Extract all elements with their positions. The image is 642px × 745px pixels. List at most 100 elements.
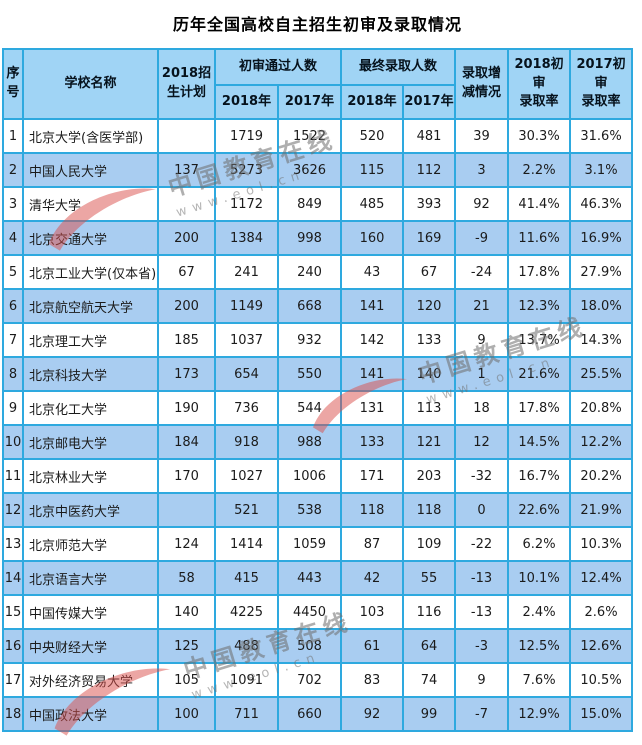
cell-change: -13 [456,562,510,596]
cell-plan-2018: 200 [159,222,216,256]
cell-seq: 9 [4,392,24,426]
cell-initial-rate-2018: 41.4% [509,188,572,222]
page-title: 历年全国高校自主招生初审及录取情况 [172,15,462,34]
cell-seq: 10 [4,426,24,460]
cell-initial-rate-2017: 10.5% [571,664,634,698]
cell-final-admit-2017: 481 [404,120,457,154]
cell-plan-2018: 140 [159,596,216,630]
cell-seq: 6 [4,290,24,324]
cell-change: 1 [456,358,510,392]
cell-initial-rate-2018: 2.2% [509,154,572,188]
cell-initial-pass-2017: 932 [279,324,343,358]
header-rate-2018: 2018初审 录取率 [509,50,572,120]
cell-initial-rate-2018: 6.2% [509,528,572,562]
cell-change: -9 [456,222,510,256]
cell-final-admit-2018: 141 [342,358,405,392]
cell-plan-2018: 67 [159,256,216,290]
cell-initial-pass-2017: 998 [279,222,343,256]
cell-seq: 15 [4,596,24,630]
cell-initial-rate-2018: 12.3% [509,290,572,324]
cell-initial-pass-2018: 5273 [216,154,279,188]
cell-initial-rate-2017: 12.2% [571,426,634,460]
cell-initial-pass-2017: 1522 [279,120,343,154]
cell-plan-2018: 137 [159,154,216,188]
header-initial-2018: 2018年 [216,86,279,120]
cell-final-admit-2018: 171 [342,460,405,494]
cell-initial-pass-2018: 241 [216,256,279,290]
table-row: 15 中国传媒大学 140 4225 4450 103 116 -13 2.4%… [4,596,634,630]
cell-seq: 14 [4,562,24,596]
cell-initial-rate-2017: 14.3% [571,324,634,358]
cell-final-admit-2018: 42 [342,562,405,596]
table-row: 16 中央财经大学 125 488 508 61 64 -3 12.5% 12.… [4,630,634,664]
cell-initial-pass-2018: 1027 [216,460,279,494]
cell-change: 18 [456,392,510,426]
cell-school-name: 北京中医药大学 [24,494,159,528]
cell-final-admit-2017: 203 [404,460,457,494]
cell-final-admit-2018: 92 [342,698,405,732]
cell-change: -24 [456,256,510,290]
cell-initial-pass-2018: 711 [216,698,279,732]
cell-plan-2018: 200 [159,290,216,324]
table-row: 18 中国政法大学 100 711 660 92 99 -7 12.9% 15.… [4,698,634,732]
cell-seq: 16 [4,630,24,664]
cell-change: 21 [456,290,510,324]
table-row: 4 北京交通大学 200 1384 998 160 169 -9 11.6% 1… [4,222,634,256]
cell-initial-rate-2018: 2.4% [509,596,572,630]
cell-final-admit-2018: 520 [342,120,405,154]
cell-initial-pass-2017: 508 [279,630,343,664]
cell-initial-rate-2018: 7.6% [509,664,572,698]
table-row: 17 对外经济贸易大学 105 1091 702 83 74 9 7.6% 10… [4,664,634,698]
cell-change: 3 [456,154,510,188]
cell-final-admit-2017: 120 [404,290,457,324]
cell-seq: 11 [4,460,24,494]
cell-initial-pass-2017: 538 [279,494,343,528]
cell-school-name: 清华大学 [24,188,159,222]
cell-seq: 2 [4,154,24,188]
cell-change: 9 [456,324,510,358]
cell-initial-pass-2017: 849 [279,188,343,222]
cell-school-name: 北京师范大学 [24,528,159,562]
cell-change: 9 [456,664,510,698]
header-final-admit-group: 最终录取人数 [342,50,457,86]
cell-school-name: 北京大学(含医学部) [24,120,159,154]
cell-initial-pass-2017: 1006 [279,460,343,494]
cell-seq: 18 [4,698,24,732]
cell-final-admit-2017: 121 [404,426,457,460]
cell-initial-pass-2018: 1172 [216,188,279,222]
table-row: 2 中国人民大学 137 5273 3626 115 112 3 2.2% 3.… [4,154,634,188]
cell-final-admit-2017: 67 [404,256,457,290]
table-row: 13 北京师范大学 124 1414 1059 87 109 -22 6.2% … [4,528,634,562]
cell-final-admit-2018: 103 [342,596,405,630]
table-body: 1 北京大学(含医学部) 1719 1522 520 481 39 30.3% … [4,120,634,732]
cell-seq: 17 [4,664,24,698]
cell-school-name: 北京语言大学 [24,562,159,596]
cell-plan-2018: 58 [159,562,216,596]
cell-initial-pass-2018: 1149 [216,290,279,324]
table-row: 5 北京工业大学(仅本省) 67 241 240 43 67 -24 17.8%… [4,256,634,290]
cell-plan-2018: 124 [159,528,216,562]
cell-initial-pass-2018: 415 [216,562,279,596]
cell-school-name: 中央财经大学 [24,630,159,664]
cell-initial-rate-2018: 21.6% [509,358,572,392]
cell-plan-2018 [159,120,216,154]
cell-final-admit-2017: 112 [404,154,457,188]
cell-final-admit-2018: 133 [342,426,405,460]
cell-school-name: 中国人民大学 [24,154,159,188]
cell-initial-pass-2018: 1037 [216,324,279,358]
cell-final-admit-2017: 169 [404,222,457,256]
cell-initial-rate-2017: 20.8% [571,392,634,426]
table-row: 3 清华大学 1172 849 485 393 92 41.4% 46.3% [4,188,634,222]
cell-change: -3 [456,630,510,664]
cell-plan-2018: 170 [159,460,216,494]
cell-initial-rate-2018: 12.5% [509,630,572,664]
table-row: 10 北京邮电大学 184 918 988 133 121 12 14.5% 1… [4,426,634,460]
cell-initial-rate-2017: 27.9% [571,256,634,290]
cell-final-admit-2017: 109 [404,528,457,562]
cell-final-admit-2018: 142 [342,324,405,358]
cell-plan-2018: 185 [159,324,216,358]
cell-initial-pass-2018: 488 [216,630,279,664]
header-final-2017: 2017年 [404,86,457,120]
cell-initial-pass-2017: 544 [279,392,343,426]
cell-final-admit-2018: 43 [342,256,405,290]
